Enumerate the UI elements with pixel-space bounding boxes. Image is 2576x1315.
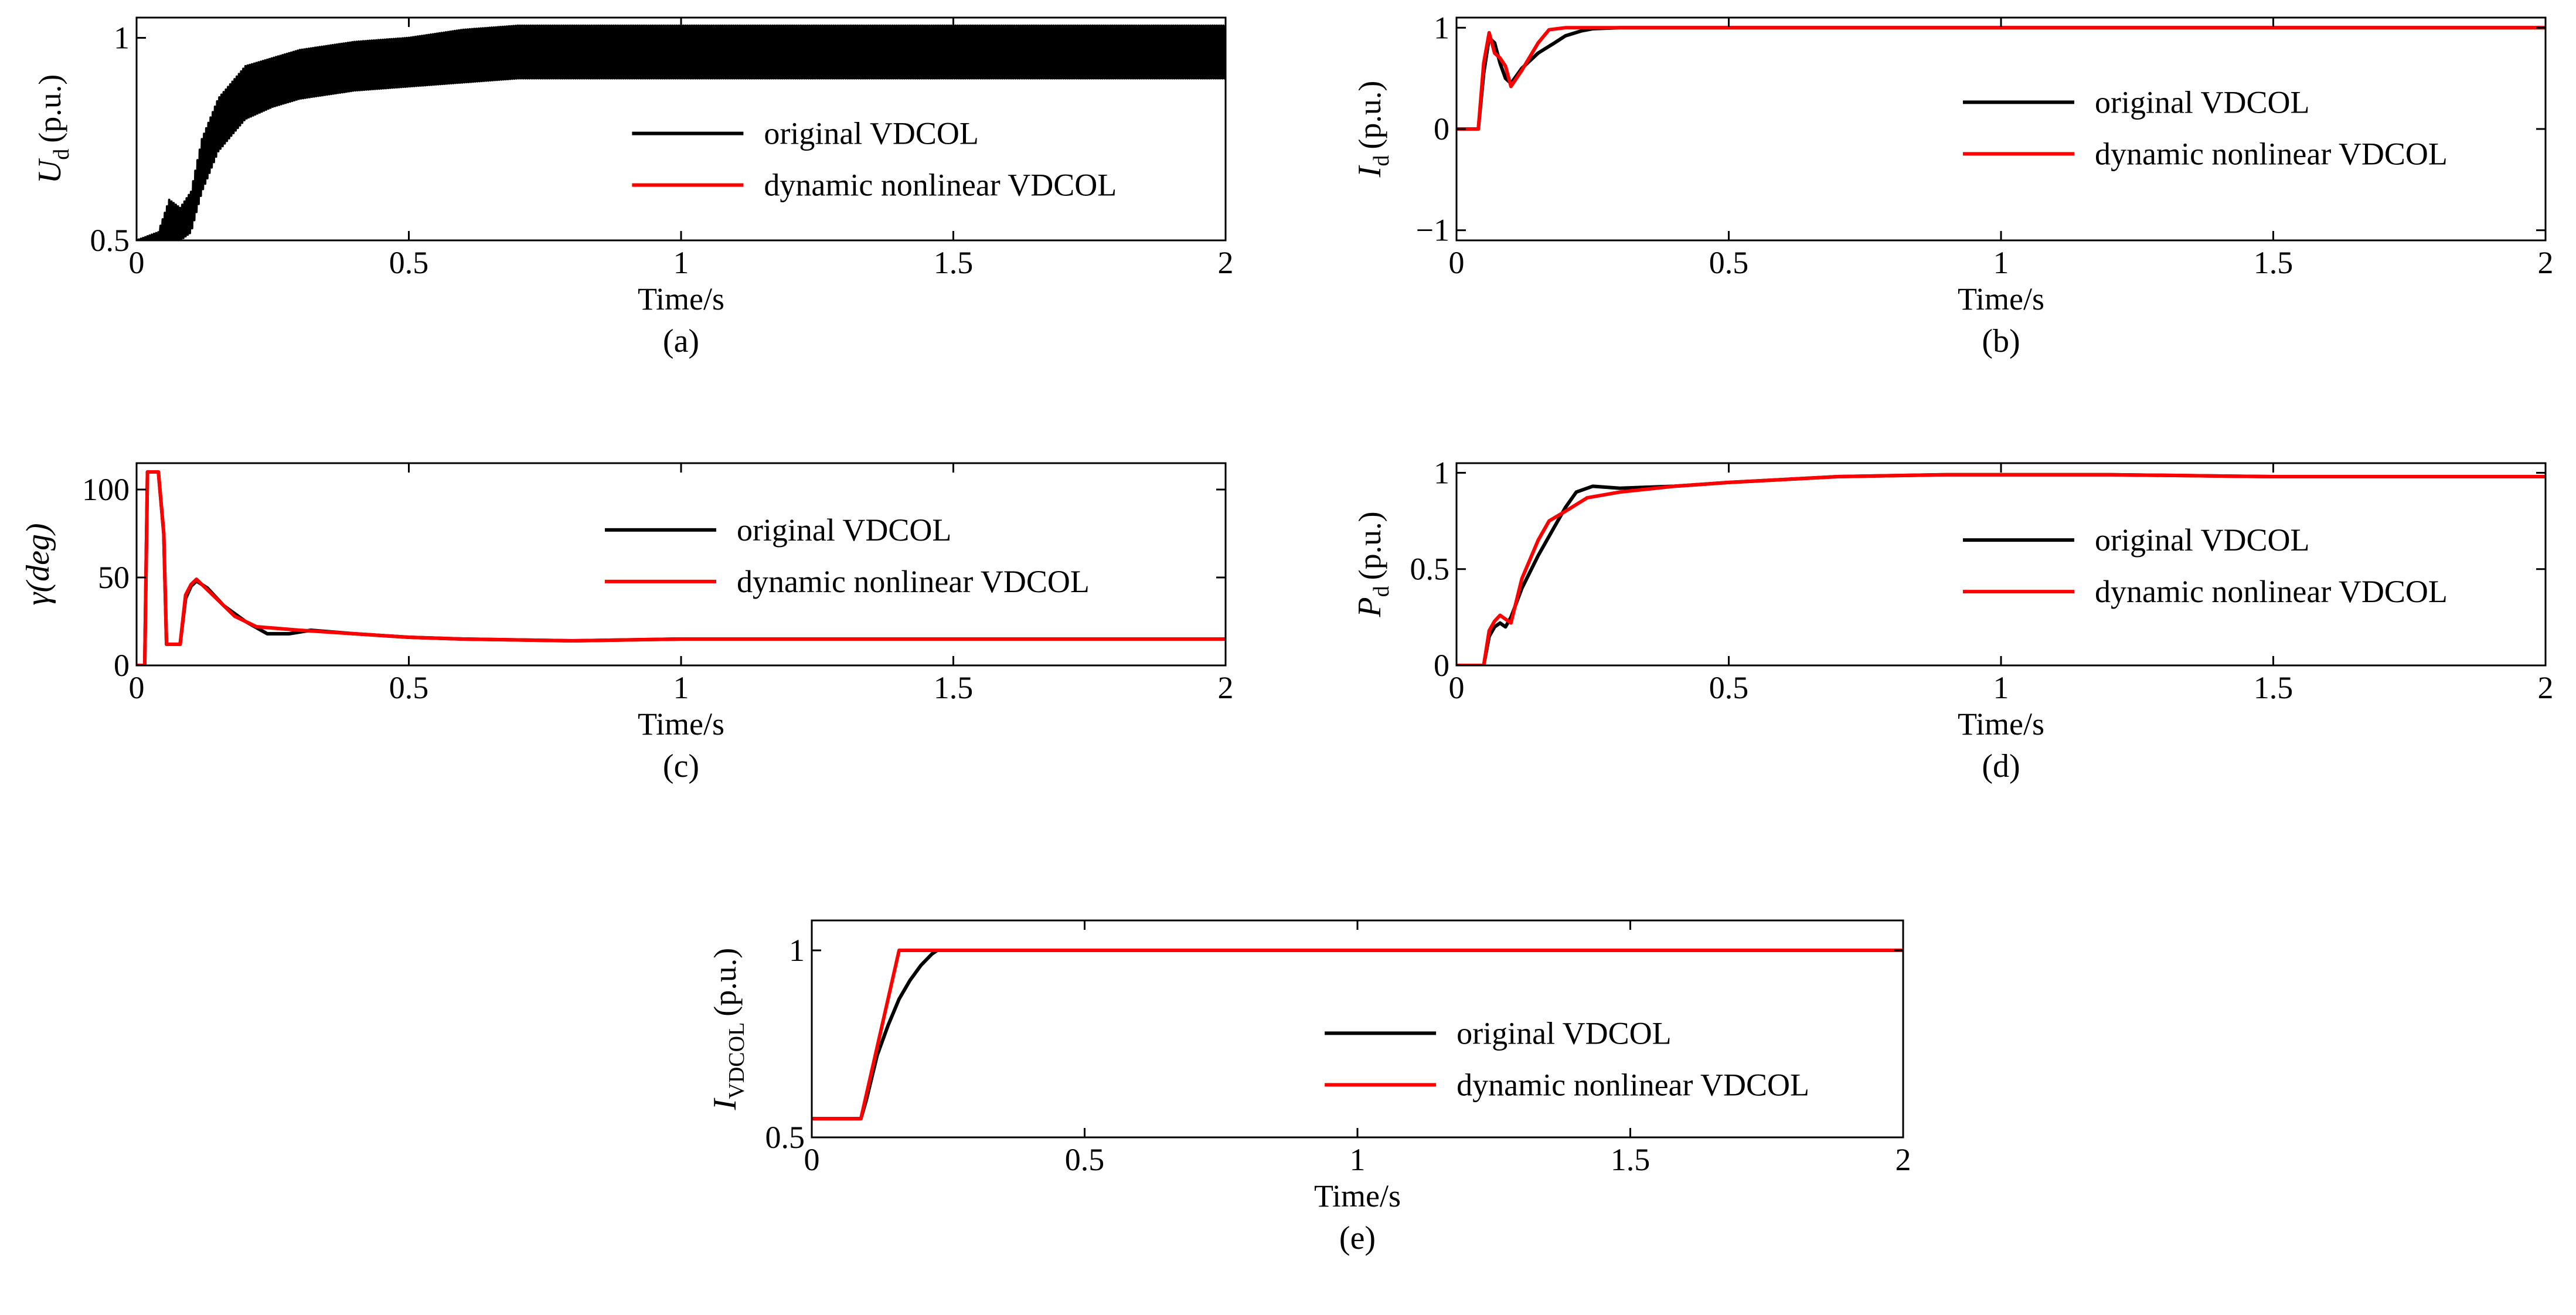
legend-e: original VDCOL dynamic nonlinear VDCOL	[1325, 1015, 1809, 1102]
x-axis-label-d: Time/s	[1958, 706, 2044, 742]
y-tick-label-d-1: 0.5	[1410, 552, 1450, 587]
x-axis-label-e: Time/s	[1314, 1178, 1401, 1214]
x-tick-label-d-3: 1.5	[2254, 670, 2293, 705]
y-axis-label-sub-e: VDCOL	[724, 1022, 749, 1099]
x-tick-label-e-3: 1.5	[1611, 1142, 1651, 1177]
x-axis-label-b: Time/s	[1958, 281, 2044, 317]
y-axis-label-unit-a: (p.u.)	[32, 74, 67, 143]
y-axis-label-main-e: I	[707, 1097, 743, 1110]
y-axis-label-sub-b: d	[1369, 155, 1394, 167]
panel-caption-e: (e)	[1339, 1220, 1376, 1256]
series-line-e-1	[812, 949, 1903, 1121]
x-tick-label-a-0: 0	[129, 245, 145, 280]
y-axis-label-sub-d: d	[1369, 586, 1394, 597]
x-tick-label-a-1: 0.5	[389, 245, 429, 280]
y-tick-label-b-1: 0	[1434, 111, 1449, 147]
y-axis-label-d: Pd (p.u.)	[1352, 511, 1394, 617]
x-tick-label-e-1: 0.5	[1065, 1142, 1105, 1177]
x-tick-label-d-0: 0	[1449, 670, 1465, 705]
x-tick-label-b-1: 0.5	[1709, 245, 1749, 280]
series-line-c-1	[137, 470, 1226, 665]
panel-e: 0 0.5 1 1.5 20.51Time/s(e)IVDCOL(p.u.)origin…	[707, 919, 1911, 1256]
legend-label-d-0: original VDCOL	[2095, 522, 2309, 558]
y-axis-label-sub-a: d	[49, 149, 74, 160]
x-tick-label-a-2: 1	[673, 245, 689, 280]
legend-label-e-0: original VDCOL	[1457, 1015, 1671, 1051]
x-tick-label-c-1: 0.5	[389, 670, 429, 705]
x-tick-label-b-4: 2	[2538, 245, 2554, 280]
y-tick-label-c-2: 100	[82, 472, 130, 507]
y-tick-label-a-1: 1	[114, 21, 130, 56]
x-tick-label-c-3: 1.5	[934, 670, 974, 705]
y-axis-label-b: Id (p.u.)	[1352, 81, 1394, 178]
y-axis-label-main-d: P	[1352, 597, 1388, 617]
legend-label-a-0: original VDCOL	[764, 116, 978, 151]
plot-area-e	[812, 949, 1903, 1121]
y-axis-label-unit-e: (p.u.)	[707, 948, 743, 1017]
y-tick-label-e-0: 0.5	[765, 1120, 805, 1155]
x-tick-label-c-2: 1	[673, 670, 689, 705]
legend-label-e-1: dynamic nonlinear VDCOL	[1457, 1067, 1809, 1102]
x-tick-label-d-2: 1	[1993, 670, 2009, 705]
series-line-d-1	[1457, 473, 2546, 665]
y-tick-label-e-1: 1	[789, 933, 805, 968]
y-tick-label-c-0: 0	[114, 648, 130, 683]
legend-label-d-1: dynamic nonlinear VDCOL	[2095, 574, 2448, 609]
legend-c: original VDCOL dynamic nonlinear VDCOL	[604, 512, 1090, 599]
x-tick-label-c-0: 0	[129, 670, 145, 705]
x-tick-label-a-3: 1.5	[934, 245, 974, 280]
x-axis-label-c: Time/s	[638, 706, 724, 742]
x-tick-label-c-4: 2	[1218, 670, 1234, 705]
y-axis-label-main-b: I	[1352, 165, 1388, 178]
legend-label-c-1: dynamic nonlinear VDCOL	[737, 564, 1090, 599]
y-tick-label-d-0: 0	[1434, 648, 1449, 683]
y-axis-label-unit-b: (p.u.)	[1352, 81, 1387, 149]
panel-caption-b: (b)	[1982, 323, 2020, 359]
y-tick-label-b-2: 1	[1434, 10, 1449, 45]
legend-a: original VDCOL dynamic nonlinear VDCOL	[632, 116, 1117, 203]
x-tick-label-e-4: 2	[1896, 1142, 1911, 1177]
y-axis-label-c: γ(deg)	[20, 523, 56, 605]
legend-label-c-0: original VDCOL	[737, 512, 951, 548]
x-axis-label-a: Time/s	[638, 281, 724, 317]
legend-label-a-1: dynamic nonlinear VDCOL	[764, 168, 1117, 203]
plot-area-b	[1457, 26, 2546, 131]
panel-c: 0 0.5 1 1.5 2 0 50 100 Time/s (c) γ(deg) original V…	[20, 462, 1234, 784]
y-tick-label-b-0: −1	[1416, 213, 1449, 248]
x-tick-label-b-2: 1	[1993, 245, 2009, 280]
legend-label-b-0: original VDCOL	[2095, 84, 2309, 120]
x-tick-label-b-0: 0	[1449, 245, 1465, 280]
legend-b: original VDCOL dynamic nonlinear VDCOL	[1962, 84, 2448, 171]
plot-area-c	[137, 470, 1226, 665]
panel-caption-d: (d)	[1982, 748, 2020, 784]
y-tick-label-d-2: 1	[1434, 455, 1449, 490]
y-axis-label-main-a: U	[32, 158, 68, 184]
x-tick-label-a-4: 2	[1218, 245, 1234, 280]
x-tick-label-e-2: 1	[1350, 1142, 1366, 1177]
y-axis-label-main-c: γ(deg)	[20, 523, 56, 605]
x-tick-label-e-0: 0	[804, 1142, 820, 1177]
x-tick-label-d-1: 0.5	[1709, 670, 1749, 705]
series-line-b-1	[1457, 26, 2546, 131]
legend-d: original VDCOL dynamic nonlinear VDCOL	[1962, 522, 2448, 609]
y-tick-label-a-0: 0.5	[90, 223, 130, 258]
x-tick-label-d-4: 2	[2538, 670, 2554, 705]
y-tick-label-c-1: 50	[98, 560, 130, 595]
x-tick-label-b-3: 1.5	[2254, 245, 2293, 280]
y-axis-label-unit-d: (p.u.)	[1352, 511, 1387, 580]
plot-area-d	[1457, 473, 2546, 665]
legend-label-b-1: dynamic nonlinear VDCOL	[2095, 136, 2448, 171]
panel-caption-c: (c)	[663, 748, 699, 784]
panel-caption-a: (a)	[663, 323, 699, 359]
y-axis-label-a: Ud (p.u.)	[32, 74, 74, 184]
y-axis-label-e: IVDCOL (p.u.)	[707, 948, 749, 1111]
